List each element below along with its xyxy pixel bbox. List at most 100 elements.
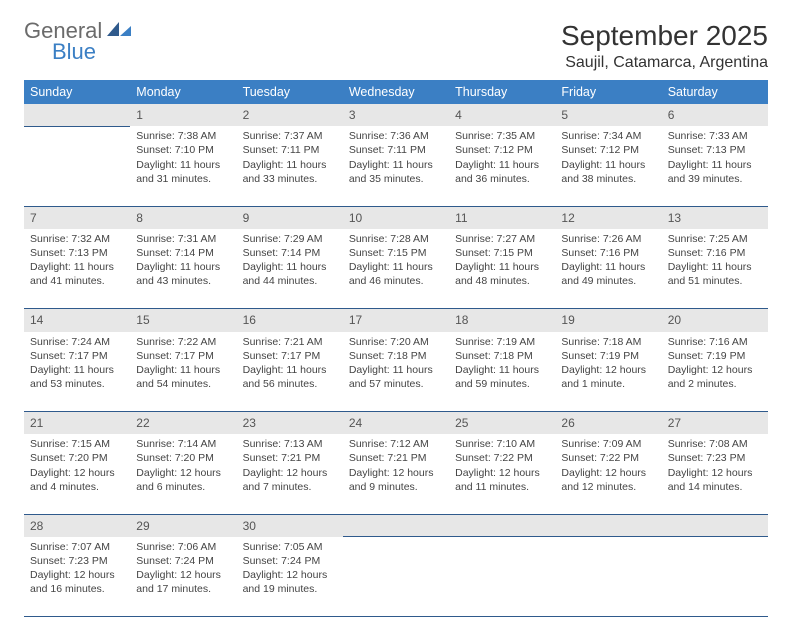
day2-text: and 17 minutes. [136, 582, 230, 596]
day-cell: Sunrise: 7:32 AMSunset: 7:13 PMDaylight:… [24, 229, 130, 309]
sunrise-text: Sunrise: 7:20 AM [349, 335, 443, 349]
day-cell: Sunrise: 7:20 AMSunset: 7:18 PMDaylight:… [343, 332, 449, 412]
sunset-text: Sunset: 7:16 PM [668, 246, 762, 260]
day1-text: Daylight: 12 hours [30, 466, 124, 480]
day1-text: Daylight: 11 hours [243, 363, 337, 377]
day-content-row: Sunrise: 7:24 AMSunset: 7:17 PMDaylight:… [24, 332, 768, 412]
day-number: 30 [237, 514, 343, 537]
sunrise-text: Sunrise: 7:14 AM [136, 437, 230, 451]
day1-text: Daylight: 11 hours [455, 363, 549, 377]
day1-text: Daylight: 11 hours [349, 260, 443, 274]
day1-text: Daylight: 12 hours [136, 466, 230, 480]
day-number [449, 514, 555, 537]
day-number-row: 21222324252627 [24, 412, 768, 435]
day-cell: Sunrise: 7:14 AMSunset: 7:20 PMDaylight:… [130, 434, 236, 514]
sunset-text: Sunset: 7:17 PM [136, 349, 230, 363]
day-cell: Sunrise: 7:26 AMSunset: 7:16 PMDaylight:… [555, 229, 661, 309]
day-number [662, 514, 768, 537]
day-number [343, 514, 449, 537]
day-number-row: 78910111213 [24, 206, 768, 229]
day1-text: Daylight: 12 hours [561, 466, 655, 480]
day-cell: Sunrise: 7:31 AMSunset: 7:14 PMDaylight:… [130, 229, 236, 309]
day1-text: Daylight: 11 hours [455, 158, 549, 172]
day-cell: Sunrise: 7:19 AMSunset: 7:18 PMDaylight:… [449, 332, 555, 412]
day2-text: and 14 minutes. [668, 480, 762, 494]
day2-text: and 11 minutes. [455, 480, 549, 494]
day-number: 7 [24, 206, 130, 229]
weekday-header: Monday [130, 80, 236, 104]
month-title: September 2025 [561, 20, 768, 52]
sunrise-text: Sunrise: 7:13 AM [243, 437, 337, 451]
day1-text: Daylight: 11 hours [30, 260, 124, 274]
sunset-text: Sunset: 7:13 PM [668, 143, 762, 157]
day-number: 27 [662, 412, 768, 435]
day-number: 22 [130, 412, 236, 435]
day-number: 21 [24, 412, 130, 435]
day-number: 3 [343, 104, 449, 126]
day1-text: Daylight: 12 hours [668, 466, 762, 480]
sunrise-text: Sunrise: 7:12 AM [349, 437, 443, 451]
sunset-text: Sunset: 7:20 PM [30, 451, 124, 465]
day2-text: and 56 minutes. [243, 377, 337, 391]
day2-text: and 31 minutes. [136, 172, 230, 186]
day-cell: Sunrise: 7:25 AMSunset: 7:16 PMDaylight:… [662, 229, 768, 309]
weekday-header: Sunday [24, 80, 130, 104]
day2-text: and 48 minutes. [455, 274, 549, 288]
sunset-text: Sunset: 7:17 PM [243, 349, 337, 363]
day-cell [555, 537, 661, 617]
day-cell: Sunrise: 7:36 AMSunset: 7:11 PMDaylight:… [343, 126, 449, 206]
day1-text: Daylight: 11 hours [349, 363, 443, 377]
day-number [555, 514, 661, 537]
sunrise-text: Sunrise: 7:27 AM [455, 232, 549, 246]
day1-text: Daylight: 11 hours [668, 260, 762, 274]
day-number: 1 [130, 104, 236, 126]
day-cell: Sunrise: 7:09 AMSunset: 7:22 PMDaylight:… [555, 434, 661, 514]
sunset-text: Sunset: 7:18 PM [349, 349, 443, 363]
day-number: 24 [343, 412, 449, 435]
day-cell: Sunrise: 7:35 AMSunset: 7:12 PMDaylight:… [449, 126, 555, 206]
day-number: 13 [662, 206, 768, 229]
day-cell: Sunrise: 7:05 AMSunset: 7:24 PMDaylight:… [237, 537, 343, 617]
day-number: 11 [449, 206, 555, 229]
sunset-text: Sunset: 7:17 PM [30, 349, 124, 363]
sunset-text: Sunset: 7:22 PM [455, 451, 549, 465]
day-number: 4 [449, 104, 555, 126]
sunrise-text: Sunrise: 7:18 AM [561, 335, 655, 349]
sunset-text: Sunset: 7:16 PM [561, 246, 655, 260]
day-content-row: Sunrise: 7:07 AMSunset: 7:23 PMDaylight:… [24, 537, 768, 617]
logo-text-block: General Blue [24, 20, 133, 63]
day1-text: Daylight: 11 hours [243, 260, 337, 274]
day-content-row: Sunrise: 7:32 AMSunset: 7:13 PMDaylight:… [24, 229, 768, 309]
logo: General Blue [24, 20, 133, 63]
day-cell: Sunrise: 7:12 AMSunset: 7:21 PMDaylight:… [343, 434, 449, 514]
sunrise-text: Sunrise: 7:28 AM [349, 232, 443, 246]
sunset-text: Sunset: 7:18 PM [455, 349, 549, 363]
sunset-text: Sunset: 7:24 PM [136, 554, 230, 568]
sunrise-text: Sunrise: 7:33 AM [668, 129, 762, 143]
day1-text: Daylight: 11 hours [136, 158, 230, 172]
day-number: 2 [237, 104, 343, 126]
sunset-text: Sunset: 7:22 PM [561, 451, 655, 465]
day1-text: Daylight: 11 hours [136, 363, 230, 377]
weekday-header: Saturday [662, 80, 768, 104]
day2-text: and 44 minutes. [243, 274, 337, 288]
day-number: 9 [237, 206, 343, 229]
day1-text: Daylight: 12 hours [243, 466, 337, 480]
sunrise-text: Sunrise: 7:05 AM [243, 540, 337, 554]
day-number: 10 [343, 206, 449, 229]
day-cell: Sunrise: 7:13 AMSunset: 7:21 PMDaylight:… [237, 434, 343, 514]
sunrise-text: Sunrise: 7:26 AM [561, 232, 655, 246]
day2-text: and 54 minutes. [136, 377, 230, 391]
day-number: 26 [555, 412, 661, 435]
sunset-text: Sunset: 7:15 PM [455, 246, 549, 260]
sunrise-text: Sunrise: 7:38 AM [136, 129, 230, 143]
sunrise-text: Sunrise: 7:10 AM [455, 437, 549, 451]
day-cell [24, 126, 130, 206]
day-cell: Sunrise: 7:27 AMSunset: 7:15 PMDaylight:… [449, 229, 555, 309]
sunset-text: Sunset: 7:23 PM [668, 451, 762, 465]
day-number: 8 [130, 206, 236, 229]
day-number [24, 104, 130, 126]
weekday-header: Wednesday [343, 80, 449, 104]
day1-text: Daylight: 11 hours [561, 260, 655, 274]
sunrise-text: Sunrise: 7:34 AM [561, 129, 655, 143]
